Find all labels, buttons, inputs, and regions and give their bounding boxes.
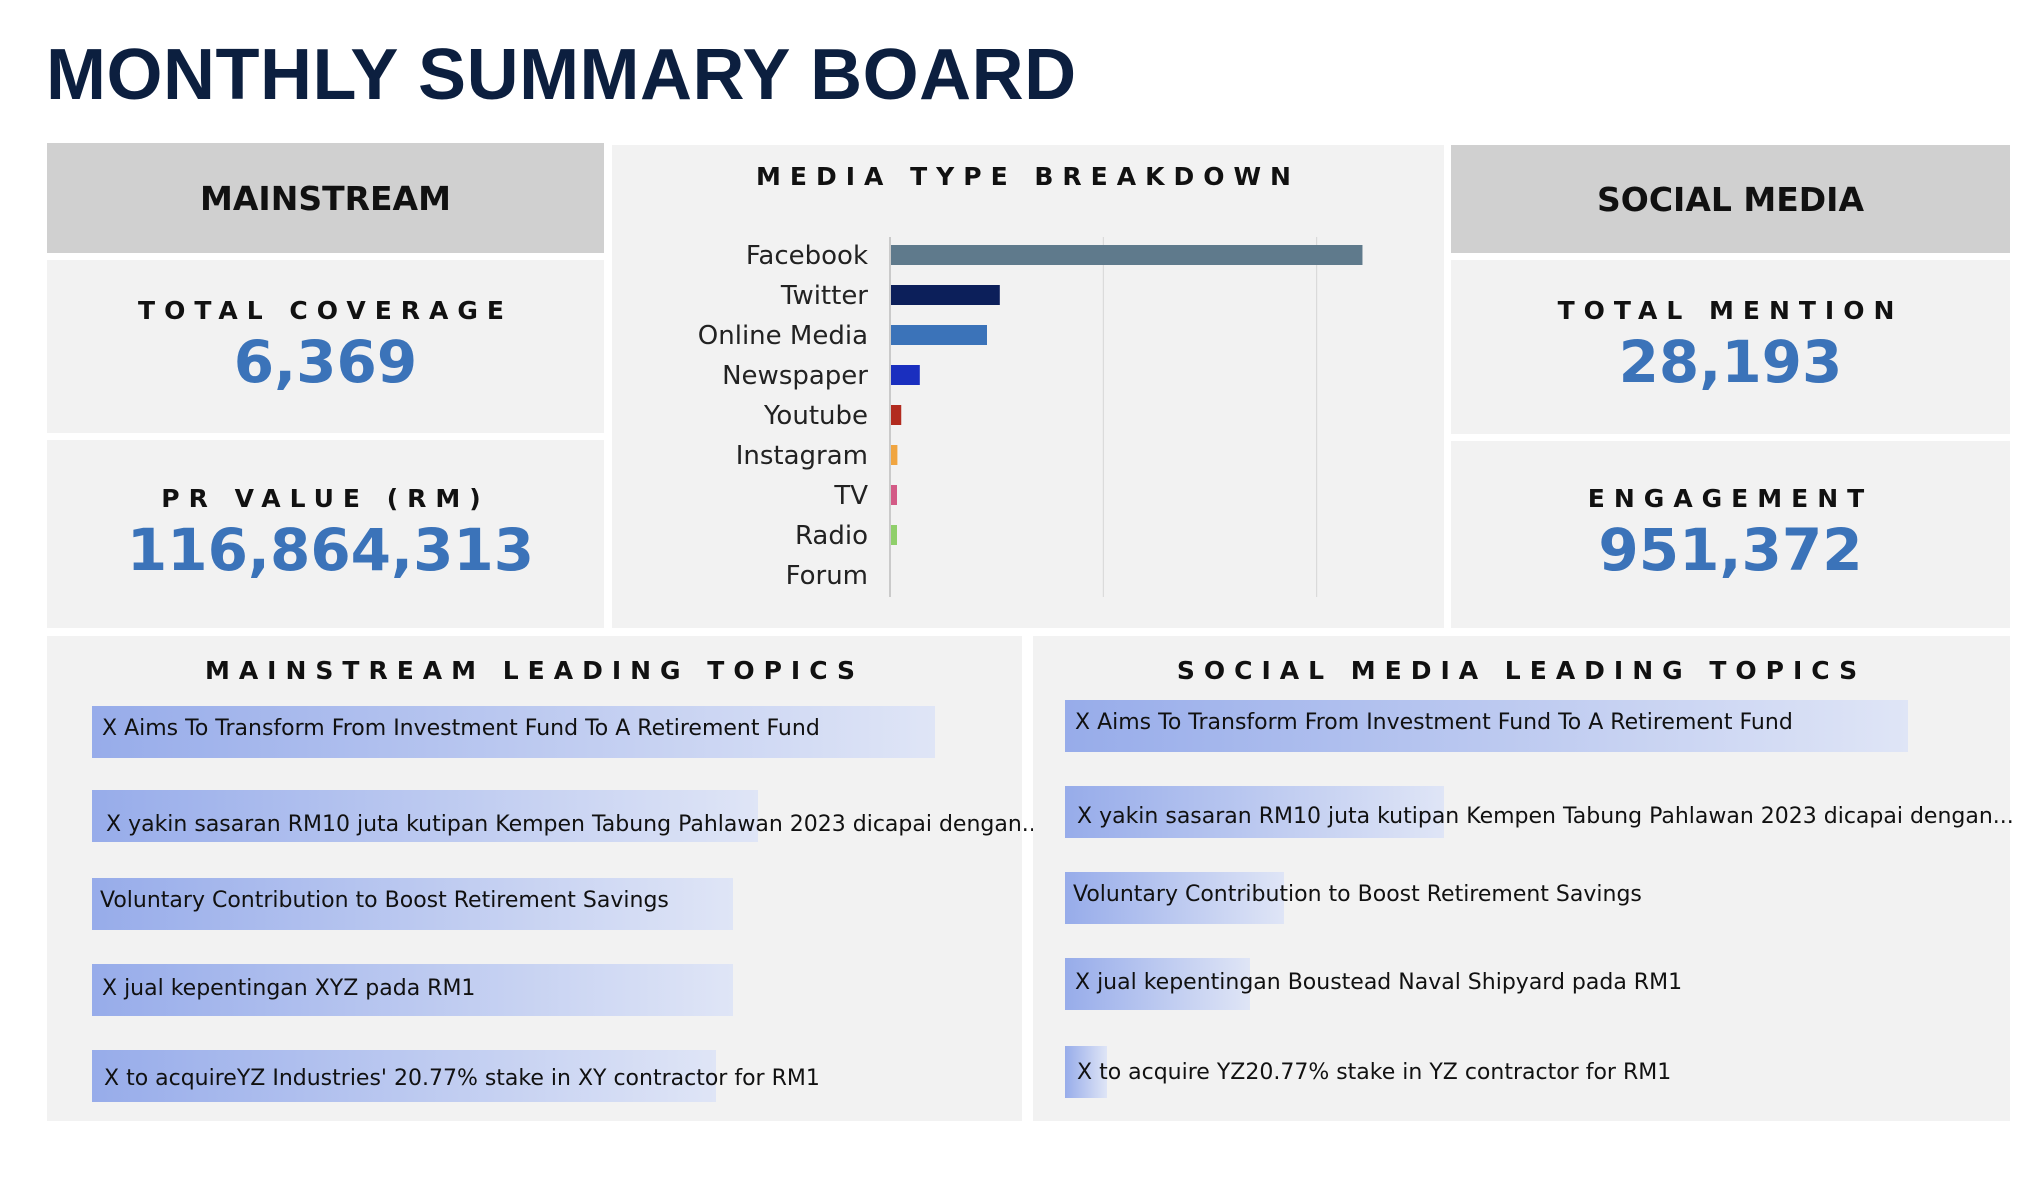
media-breakdown-panel: MEDIA TYPE BREAKDOWN Facebook Twitter Onli… (612, 145, 1444, 628)
topic-bar (92, 1050, 716, 1102)
topic-bar (1065, 700, 1908, 752)
topic-bar (1065, 958, 1250, 1010)
chart-bar-youtube (891, 405, 902, 425)
topic-label: X Aims To Transform From Investment Fund… (1075, 710, 1793, 735)
chart-bar-twitter (891, 285, 1000, 305)
topic-label: X to acquire YZ20.77% stake in YZ contra… (1077, 1060, 1672, 1085)
social-topics-title: SOCIAL MEDIA LEADING TOPICS (1176, 656, 1867, 685)
topic-bar (92, 706, 935, 758)
total-mention-label: TOTAL MENTION (1557, 296, 1904, 325)
chart-bar-tv (891, 485, 897, 505)
total-mention-value: 28,193 (1618, 328, 1843, 396)
topic-label: X Aims To Transform From Investment Fund… (102, 716, 820, 741)
topic-label: X yakin sasaran RM10 juta kutipan Kempen… (106, 812, 1043, 837)
chart-category-label: TV (833, 481, 868, 511)
social-media-header: SOCIAL MEDIA (1451, 145, 2010, 253)
media-breakdown-title: MEDIA TYPE BREAKDOWN (756, 162, 1300, 191)
chart-bar-instagram (891, 445, 898, 465)
chart-category-label: Forum (786, 561, 868, 591)
topic-bar (1065, 872, 1284, 924)
social-topics-panel: SOCIAL MEDIA LEADING TOPICS X Aims To Tr… (1033, 636, 2014, 1121)
chart-category-label: Youtube (763, 401, 868, 431)
topic-label: X jual kepentingan XYZ pada RM1 (102, 976, 476, 1001)
page-title: MONTHLY SUMMARY BOARD (46, 35, 1077, 115)
topic-bar (1065, 1046, 1107, 1098)
topic-bar (1065, 786, 1444, 838)
chart-category-label: Twitter (780, 281, 868, 311)
chart-category-label: Online Media (698, 321, 868, 351)
topic-label: X jual kepentingan Boustead Naval Shipya… (1075, 970, 1683, 995)
mainstream-header: MAINSTREAM (47, 143, 604, 253)
pr-value-card: PR VALUE (RM) 116,864,313 (47, 440, 604, 628)
topic-label: X to acquireYZ Industries' 20.77% stake … (104, 1066, 820, 1091)
chart-category-label: Facebook (746, 241, 868, 271)
pr-value-label: PR VALUE (RM) (161, 484, 490, 513)
chart-bar-online-media (891, 325, 987, 345)
chart-bar-radio (891, 525, 897, 545)
chart-bar-newspaper (891, 365, 920, 385)
topic-bar (92, 878, 733, 930)
topic-bar (92, 964, 733, 1016)
topic-label: Voluntary Contribution to Boost Retireme… (100, 888, 669, 913)
topic-bar (92, 790, 758, 842)
chart-category-label: Newspaper (722, 361, 868, 391)
mainstream-topics-panel: MAINSTREAM LEADING TOPICS X Aims To Tran… (47, 636, 1043, 1121)
topic-label: Voluntary Contribution to Boost Retireme… (1073, 882, 1642, 907)
pr-value-value: 116,864,313 (126, 516, 535, 584)
media-breakdown-chart: Facebook Twitter Online Media Newspaper Yout… (698, 237, 1363, 597)
chart-category-label: Radio (795, 521, 868, 551)
engagement-label: ENGAGEMENT (1587, 484, 1874, 513)
engagement-value: 951,372 (1598, 516, 1863, 584)
chart-bar-facebook (891, 245, 1363, 265)
engagement-card: ENGAGEMENT 951,372 (1451, 441, 2010, 628)
total-coverage-card: TOTAL COVERAGE 6,369 (47, 260, 604, 433)
total-mention-card: TOTAL MENTION 28,193 (1451, 260, 2010, 434)
topic-label: X yakin sasaran RM10 juta kutipan Kempen… (1077, 804, 2014, 829)
chart-category-label: Instagram (736, 441, 868, 471)
total-coverage-label: TOTAL COVERAGE (138, 296, 513, 325)
total-coverage-value: 6,369 (233, 328, 418, 396)
mainstream-topics-title: MAINSTREAM LEADING TOPICS (204, 656, 865, 685)
